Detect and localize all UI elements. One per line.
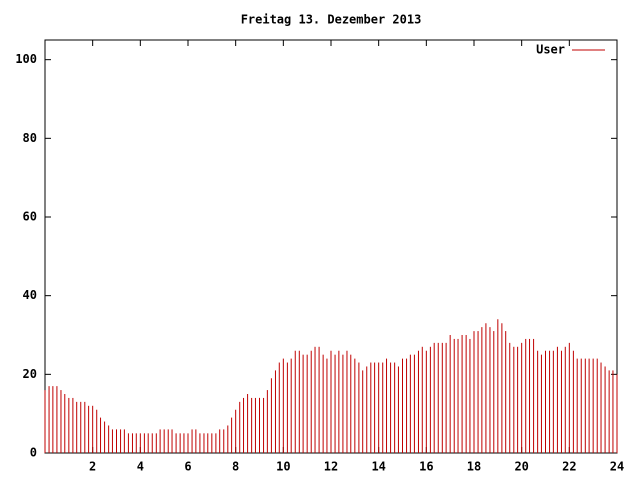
x-tick-label: 8 xyxy=(232,460,239,474)
y-tick-label: 60 xyxy=(23,210,37,224)
x-tick-label: 18 xyxy=(467,460,481,474)
x-tick-label: 2 xyxy=(89,460,96,474)
y-tick-label: 0 xyxy=(30,446,37,460)
y-tick-label: 100 xyxy=(15,52,37,66)
x-tick-label: 24 xyxy=(610,460,624,474)
x-tick-label: 14 xyxy=(371,460,385,474)
chart-title: Freitag 13. Dezember 2013 xyxy=(241,13,422,27)
x-tick-label: 16 xyxy=(419,460,433,474)
legend-label: User xyxy=(536,43,565,57)
y-tick-label: 20 xyxy=(23,367,37,381)
x-tick-label: 6 xyxy=(184,460,191,474)
x-tick-label: 12 xyxy=(324,460,338,474)
y-tick-label: 40 xyxy=(23,288,37,302)
x-tick-label: 4 xyxy=(137,460,144,474)
x-tick-label: 10 xyxy=(276,460,290,474)
y-tick-label: 80 xyxy=(23,131,37,145)
x-tick-label: 20 xyxy=(514,460,528,474)
x-tick-label: 22 xyxy=(562,460,576,474)
